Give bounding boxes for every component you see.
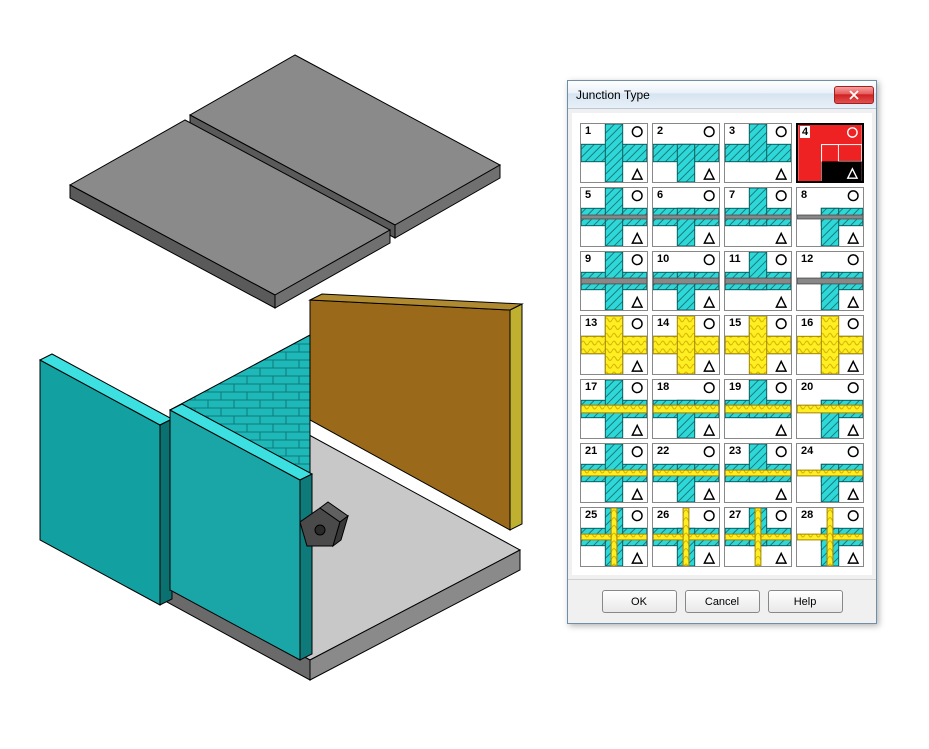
- wall-teal-back: [40, 354, 172, 605]
- junction-type-19[interactable]: 19: [724, 379, 792, 439]
- junction-type-3[interactable]: 3: [724, 123, 792, 183]
- junction-type-20[interactable]: 20: [796, 379, 864, 439]
- scene-svg: [0, 0, 560, 746]
- junction-number: 3: [727, 125, 737, 137]
- junction-number: 25: [583, 509, 599, 521]
- junction-type-21[interactable]: 21: [580, 443, 648, 503]
- junction-type-18[interactable]: 18: [652, 379, 720, 439]
- junction-number: 17: [583, 381, 599, 393]
- junction-number: 22: [655, 445, 671, 457]
- close-icon: [849, 90, 859, 100]
- junction-type-1[interactable]: 1: [580, 123, 648, 183]
- titlebar[interactable]: Junction Type: [568, 81, 876, 109]
- junction-number: 20: [799, 381, 815, 393]
- junction-number: 9: [583, 253, 593, 265]
- junction-number: 6: [655, 189, 665, 201]
- junction-type-12[interactable]: 12: [796, 251, 864, 311]
- junction-number: 14: [655, 317, 671, 329]
- junction-number: 5: [583, 189, 593, 201]
- junction-type-4[interactable]: 4: [796, 123, 864, 183]
- junction-number: 23: [727, 445, 743, 457]
- junction-type-17[interactable]: 17: [580, 379, 648, 439]
- junction-type-15[interactable]: 15: [724, 315, 792, 375]
- junction-number: 16: [799, 317, 815, 329]
- model-viewport[interactable]: [0, 0, 560, 746]
- junction-number: 26: [655, 509, 671, 521]
- cancel-button[interactable]: Cancel: [685, 590, 760, 613]
- junction-type-8[interactable]: 8: [796, 187, 864, 247]
- junction-type-10[interactable]: 10: [652, 251, 720, 311]
- junction-type-13[interactable]: 13: [580, 315, 648, 375]
- junction-number: 15: [727, 317, 743, 329]
- junction-number: 27: [727, 509, 743, 521]
- junction-number: 19: [727, 381, 743, 393]
- junction-type-5[interactable]: 5: [580, 187, 648, 247]
- junction-type-23[interactable]: 23: [724, 443, 792, 503]
- junction-number: 28: [799, 509, 815, 521]
- junction-number: 7: [727, 189, 737, 201]
- junction-type-2[interactable]: 2: [652, 123, 720, 183]
- junction-type-26[interactable]: 26: [652, 507, 720, 567]
- junction-number: 2: [655, 125, 665, 137]
- junction-type-14[interactable]: 14: [652, 315, 720, 375]
- dialog-button-row: OK Cancel Help: [568, 579, 876, 623]
- junction-number: 21: [583, 445, 599, 457]
- junction-type-9[interactable]: 9: [580, 251, 648, 311]
- junction-type-24[interactable]: 24: [796, 443, 864, 503]
- junction-number: 1: [583, 125, 593, 137]
- dialog-title: Junction Type: [576, 88, 834, 102]
- junction-type-16[interactable]: 16: [796, 315, 864, 375]
- junction-type-11[interactable]: 11: [724, 251, 792, 311]
- junction-number: 10: [655, 253, 671, 265]
- junction-number: 24: [799, 445, 815, 457]
- ok-button[interactable]: OK: [602, 590, 677, 613]
- junction-number: 12: [799, 253, 815, 265]
- junction-number: 18: [655, 381, 671, 393]
- help-button[interactable]: Help: [768, 590, 843, 613]
- junction-type-22[interactable]: 22: [652, 443, 720, 503]
- junction-type-6[interactable]: 6: [652, 187, 720, 247]
- junction-type-28[interactable]: 28: [796, 507, 864, 567]
- junction-number: 13: [583, 317, 599, 329]
- junction-number: 11: [727, 253, 743, 265]
- junction-type-27[interactable]: 27: [724, 507, 792, 567]
- junction-number: 8: [799, 189, 809, 201]
- junction-grid: 1 2 3: [572, 113, 872, 575]
- junction-type-7[interactable]: 7: [724, 187, 792, 247]
- junction-type-25[interactable]: 25: [580, 507, 648, 567]
- junction-number: 4: [800, 126, 810, 138]
- junction-type-dialog: Junction Type 1 2: [567, 80, 877, 624]
- close-button[interactable]: [834, 86, 874, 104]
